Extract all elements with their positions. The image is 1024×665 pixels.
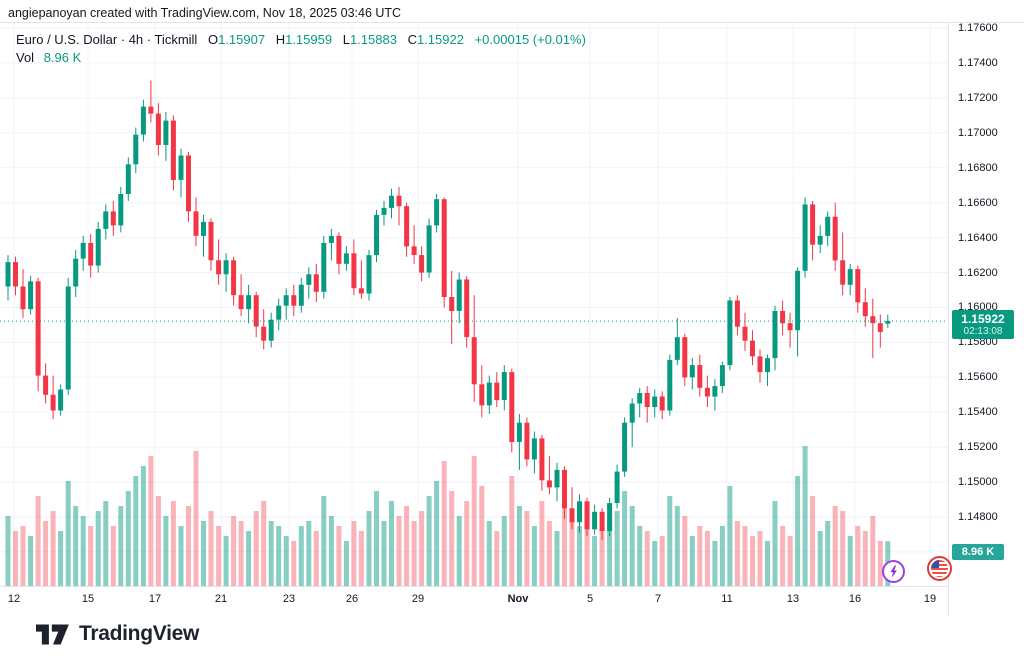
volume-value: 8.96 K bbox=[43, 50, 82, 65]
price-axis-label: 1.16200 bbox=[958, 266, 998, 279]
price-axis-label: 1.15800 bbox=[958, 336, 998, 349]
price-axis-label: 1.15400 bbox=[958, 406, 998, 419]
time-axis-label: 19 bbox=[923, 593, 937, 605]
price-axis-label: 1.15600 bbox=[958, 371, 998, 384]
time-axis-label: 26 bbox=[345, 593, 359, 605]
chart-widget: Euro / U.S. Dollar · 4h · Tickmill O1.15… bbox=[0, 22, 1024, 665]
price-axis-label: 1.16600 bbox=[958, 196, 998, 209]
high-label: H bbox=[275, 32, 286, 47]
price-axis-label: 1.17200 bbox=[958, 91, 998, 104]
volume-label: Vol bbox=[16, 50, 35, 65]
time-axis-label: 21 bbox=[214, 593, 228, 605]
time-axis-label: 23 bbox=[282, 593, 296, 605]
legend-row-volume: Vol 8.96 K bbox=[16, 49, 586, 67]
volume-badge: 8.96 K bbox=[952, 544, 1004, 560]
chart-legend: Euro / U.S. Dollar · 4h · Tickmill O1.15… bbox=[16, 31, 586, 67]
price-axis[interactable]: 1.15922 02:13:08 8.96 K 1.17600 1.17400 1.… bbox=[948, 23, 1024, 615]
price-axis-label: 1.17600 bbox=[958, 23, 998, 35]
high-value: 1.15959 bbox=[285, 32, 333, 47]
lightning-reaction-icon[interactable] bbox=[882, 560, 905, 583]
tradingview-logo[interactable]: TradingView bbox=[36, 622, 199, 646]
last-price-value: 1.15922 bbox=[961, 312, 1005, 327]
time-axis-label: 13 bbox=[786, 593, 800, 605]
price-axis-label: 1.15200 bbox=[958, 441, 998, 454]
low-value: 1.15883 bbox=[349, 32, 397, 47]
us-flag-stripes bbox=[931, 560, 948, 577]
attribution-text: angiepanoyan created with TradingView.co… bbox=[8, 6, 402, 20]
lightning-bolt-glyph bbox=[890, 565, 897, 578]
time-axis-label: 16 bbox=[848, 593, 862, 605]
time-axis-label: 15 bbox=[81, 593, 95, 605]
price-axis-label: 1.15000 bbox=[958, 476, 998, 489]
us-flag-canton bbox=[931, 560, 939, 568]
tradingview-logo-mark bbox=[36, 624, 69, 644]
price-axis-label: 1.16800 bbox=[958, 161, 998, 174]
close-label: C bbox=[407, 32, 417, 47]
price-chart-canvas[interactable] bbox=[0, 23, 948, 586]
open-value: 1.15907 bbox=[218, 32, 266, 47]
low-label: L bbox=[342, 32, 350, 47]
time-axis-label: 5 bbox=[586, 593, 594, 605]
time-axis-label: 29 bbox=[411, 593, 425, 605]
change-value: +0.00015 (+0.01%) bbox=[474, 32, 586, 47]
time-axis-label: 12 bbox=[7, 593, 21, 605]
us-flag-reaction-icon[interactable] bbox=[927, 556, 952, 581]
time-axis-label: 17 bbox=[148, 593, 162, 605]
tradingview-logo-text: TradingView bbox=[79, 622, 200, 645]
legend-row-main: Euro / U.S. Dollar · 4h · Tickmill O1.15… bbox=[16, 31, 586, 49]
time-axis-label: 11 bbox=[721, 593, 733, 605]
bar-countdown: 02:13:08 bbox=[963, 326, 1003, 338]
price-axis-label: 1.17000 bbox=[958, 126, 998, 139]
open-label: O bbox=[207, 32, 219, 47]
time-axis-label: Nov bbox=[507, 593, 529, 605]
time-axis-label: 7 bbox=[654, 593, 662, 605]
symbol-title[interactable]: Euro / U.S. Dollar · 4h · Tickmill bbox=[16, 32, 198, 47]
time-axis[interactable]: 12 15 17 21 23 26 29 Nov 5 7 11 13 16 19 bbox=[0, 586, 948, 613]
price-axis-label: 1.17400 bbox=[958, 56, 998, 69]
price-axis-label: 1.16400 bbox=[958, 231, 998, 244]
last-price-badge[interactable]: 1.15922 02:13:08 bbox=[952, 310, 1014, 340]
price-axis-label: 1.14800 bbox=[958, 511, 998, 524]
close-value: 1.15922 bbox=[416, 32, 464, 47]
